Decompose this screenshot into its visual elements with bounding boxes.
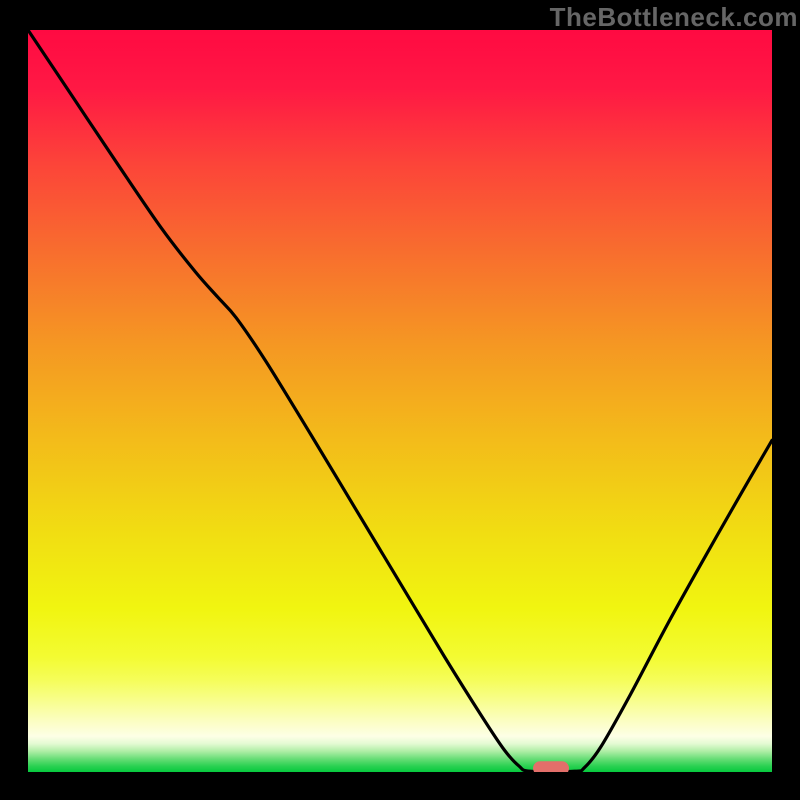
watermark-text: TheBottleneck.com	[550, 2, 798, 33]
plot-area	[28, 30, 772, 772]
chart-container: TheBottleneck.com	[0, 0, 800, 800]
plot-svg	[28, 30, 772, 772]
gradient-background	[28, 30, 772, 772]
optimal-point-marker	[533, 761, 569, 772]
